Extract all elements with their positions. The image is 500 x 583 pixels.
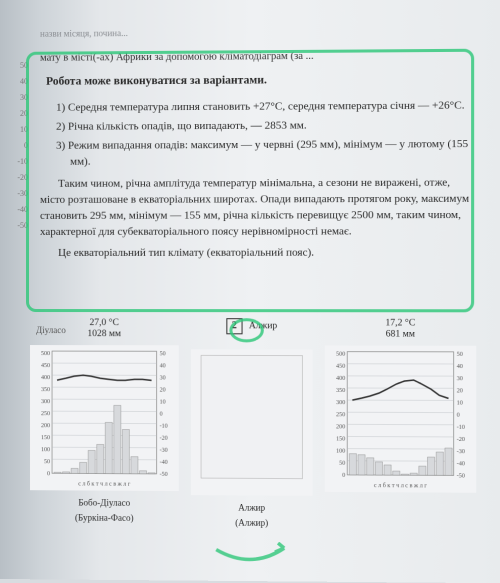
climate-chart xyxy=(191,350,313,497)
svg-text:0: 0 xyxy=(457,412,460,418)
scale-tick: 50 xyxy=(6,58,28,74)
svg-text:-10: -10 xyxy=(457,425,465,431)
svg-text:250: 250 xyxy=(336,412,345,418)
svg-text:450: 450 xyxy=(336,363,345,369)
svg-text:300: 300 xyxy=(336,400,345,406)
scale-tick: 30 xyxy=(6,90,28,106)
svg-text:30: 30 xyxy=(457,376,463,382)
svg-text:-50: -50 xyxy=(160,472,168,478)
climate-chart: 500450400 350300250 200150100 500 504030… xyxy=(325,345,476,492)
svg-text:-40: -40 xyxy=(457,461,465,467)
chart-header: 17,2 °С 681 мм xyxy=(325,318,476,341)
scale-tick: -20 xyxy=(6,170,28,186)
svg-text:400: 400 xyxy=(336,376,345,382)
svg-text:50: 50 xyxy=(44,459,50,465)
svg-text:200: 200 xyxy=(336,424,345,430)
scale-tick: 10 xyxy=(6,122,28,138)
svg-text:150: 150 xyxy=(41,435,50,441)
scale-tick: 0 xyxy=(6,138,28,154)
svg-text:-40: -40 xyxy=(160,460,168,466)
scale-tick: -40 xyxy=(6,202,28,218)
scale-tick: 20 xyxy=(6,106,28,122)
svg-text:-30: -30 xyxy=(457,449,465,455)
svg-text:500: 500 xyxy=(41,351,50,357)
scale-tick: -30 xyxy=(6,186,28,202)
svg-text:50: 50 xyxy=(339,460,345,466)
svg-text:-20: -20 xyxy=(160,435,168,441)
svg-text:40: 40 xyxy=(160,363,166,369)
climate-chart: 500450400 350300250 200150100 500 504030… xyxy=(30,345,179,491)
chart-right: 17,2 °С 681 мм xyxy=(325,318,476,532)
svg-text:350: 350 xyxy=(336,388,345,394)
svg-text:250: 250 xyxy=(41,411,50,417)
chart-precip: 681 мм xyxy=(386,330,415,340)
svg-text:500: 500 xyxy=(336,351,345,357)
svg-text:50: 50 xyxy=(457,352,463,358)
svg-text:40: 40 xyxy=(457,364,463,370)
conclusion: Це екваторіальний тип клімату (екваторіа… xyxy=(40,246,476,263)
svg-text:-50: -50 xyxy=(457,473,465,479)
svg-text:-30: -30 xyxy=(160,448,168,454)
chart-country: (Буркіна-Фасо) xyxy=(30,511,179,525)
x-axis: с л б к т ч л с в ж л г xyxy=(374,482,427,489)
svg-text:30: 30 xyxy=(160,375,166,381)
scale-tick: 40 xyxy=(6,74,28,90)
x-axis: с л б к т ч л с в ж л г xyxy=(78,480,131,487)
list-item: 2) Річна кількість опадів, що випадають,… xyxy=(56,118,476,136)
svg-text:20: 20 xyxy=(160,387,166,393)
chart-temp: 17,2 °С xyxy=(385,318,415,328)
list-item: 3) Режим випадання опадів: максимум — у … xyxy=(56,137,476,171)
chart-header: 2 Алжир x xyxy=(191,318,313,346)
svg-text:50: 50 xyxy=(160,351,166,357)
svg-text:0: 0 xyxy=(47,471,50,477)
svg-text:0: 0 xyxy=(342,473,345,479)
scale-tick: -50 xyxy=(6,218,28,234)
svg-text:100: 100 xyxy=(336,448,345,454)
svg-text:10: 10 xyxy=(160,399,166,405)
svg-text:300: 300 xyxy=(41,399,50,405)
left-scale: 50 40 30 20 10 0 -10 -20 -30 -40 -50 xyxy=(6,58,28,234)
chart-city: Алжир xyxy=(191,502,313,516)
svg-text:100: 100 xyxy=(41,447,50,453)
chart-city: Бобо-Діуласо xyxy=(30,496,179,510)
svg-text:10: 10 xyxy=(457,400,463,406)
highlight-arrow-icon xyxy=(211,542,292,573)
chart-city-top: Алжир xyxy=(249,321,277,331)
svg-text:20: 20 xyxy=(457,388,463,394)
svg-text:350: 350 xyxy=(41,387,50,393)
svg-text:-20: -20 xyxy=(457,437,465,443)
list-item: 1) Середня температура липня становить +… xyxy=(56,98,476,116)
svg-text:0: 0 xyxy=(160,411,163,417)
chart-header: 27,0 °С 1028 мм xyxy=(30,318,179,341)
svg-text:400: 400 xyxy=(41,375,50,381)
page: назви місяця, почина... 50 40 30 20 10 0… xyxy=(0,0,500,583)
intro-line: мату в місті(-ах) Африки за допомогою кл… xyxy=(40,48,476,66)
chart-number-badge: 2 xyxy=(226,318,242,334)
section-title: Робота може виконуватися за варіантами. xyxy=(46,71,476,90)
svg-text:150: 150 xyxy=(336,436,345,442)
svg-text:450: 450 xyxy=(41,363,50,369)
numbered-list: 1) Середня температура липня становить +… xyxy=(56,98,476,170)
chart-bobo: 27,0 °С 1028 мм xyxy=(30,318,179,530)
svg-text:200: 200 xyxy=(41,423,50,429)
charts-row: 27,0 °С 1028 мм xyxy=(30,318,482,532)
chart-temp: 27,0 °С xyxy=(90,318,119,328)
chart-precip: 1028 мм xyxy=(87,329,121,339)
chart-country: (Алжир) xyxy=(191,517,313,531)
svg-text:-10: -10 xyxy=(160,423,168,429)
chart-algiers-center: 2 Алжир x Алжир (Алжир) xyxy=(191,318,313,531)
scale-tick: -10 xyxy=(6,154,28,170)
paragraph: Таким чином, річна амплітуда температур … xyxy=(40,175,476,240)
faded-header: назви місяця, почина... xyxy=(40,24,476,40)
